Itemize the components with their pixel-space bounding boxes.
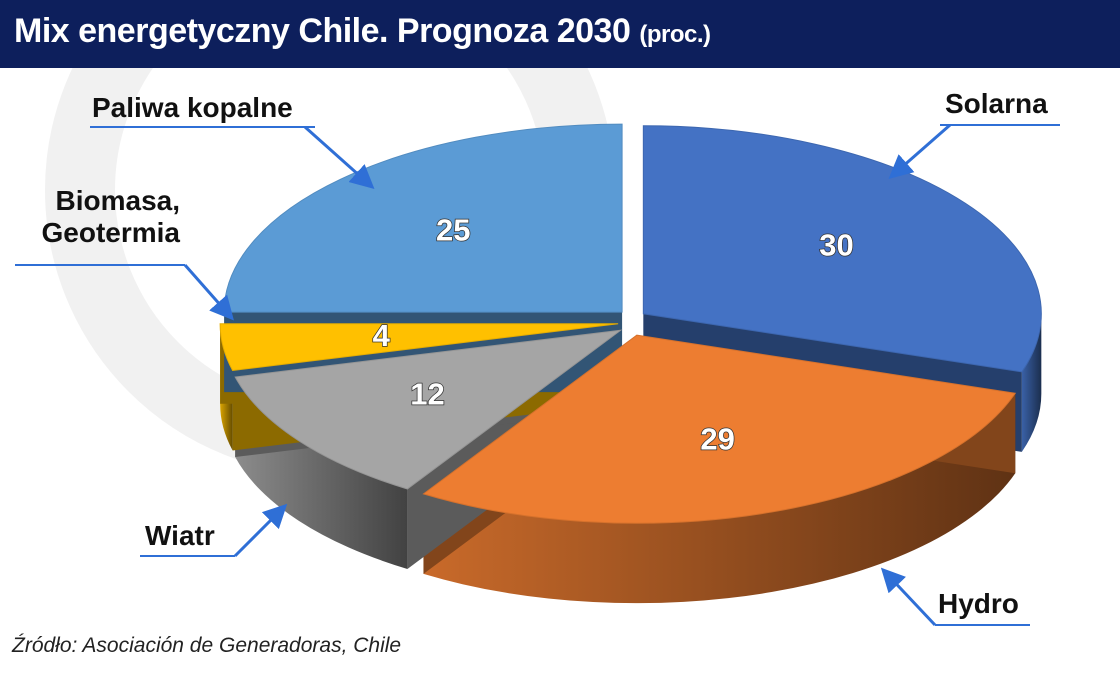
value-label: 4 — [373, 318, 391, 353]
category-label: Solarna — [945, 88, 1048, 119]
label-arrow — [233, 503, 288, 558]
chart-title-wrap: Mix energetyczny Chile. Prognoza 2030 (p… — [14, 12, 711, 51]
label-arrow — [304, 125, 375, 189]
chart-subtitle: (proc.) — [639, 21, 711, 48]
slice-side — [1021, 313, 1042, 452]
label-arrow — [183, 264, 234, 321]
label-arrow — [880, 567, 937, 627]
slice — [219, 323, 619, 372]
category-label: Hydro — [938, 588, 1019, 619]
category-label: Paliwa kopalne — [92, 92, 293, 123]
value-label: 25 — [436, 213, 470, 248]
value-label: 12 — [410, 377, 444, 412]
slice — [234, 329, 623, 490]
slice — [422, 334, 1017, 524]
value-labels: 30 29 12 4 25 — [372, 212, 855, 457]
category-label: Wiatr — [145, 520, 215, 551]
tops — [219, 123, 1042, 524]
header: Mix energetyczny Chile. Prognoza 2030 (p… — [0, 0, 1120, 68]
source: Źródło: Asociación de Generadoras, Chile — [12, 634, 402, 657]
slice — [642, 125, 1042, 373]
slice-side — [423, 393, 1016, 604]
value-label: 30 — [819, 228, 853, 263]
value-label: 29 — [700, 421, 734, 456]
category-label: Biomasa, Geotermia — [41, 185, 181, 248]
chart-title: Mix energetyczny Chile. Prognoza 2030 — [14, 12, 631, 50]
slice — [223, 123, 623, 313]
slice-side — [235, 376, 408, 569]
label-arrow — [888, 123, 951, 179]
